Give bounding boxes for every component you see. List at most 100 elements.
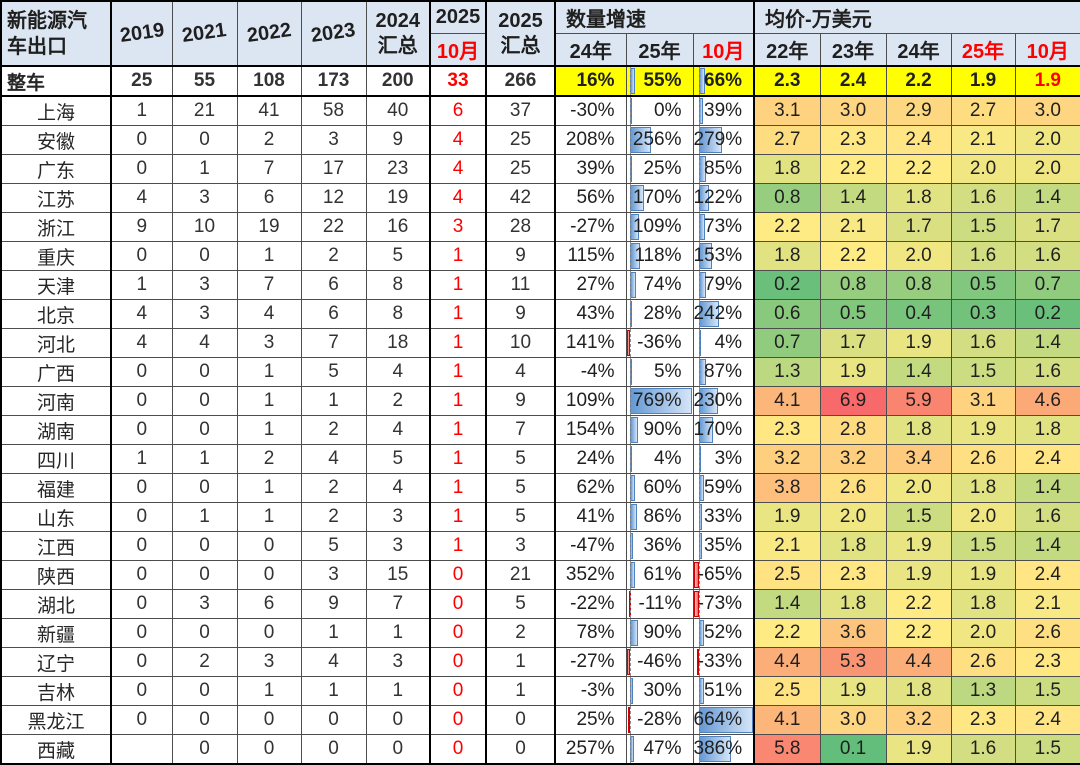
qty-cell: 4 — [300, 647, 367, 677]
qty-cell: 55 — [171, 65, 238, 97]
price-cell: 4.6 — [1014, 386, 1080, 416]
data-bar-negative — [694, 591, 700, 617]
qty-cell: 4 — [300, 444, 367, 474]
qty-cell: 1 — [171, 154, 238, 184]
qty-cell: 40 — [365, 95, 431, 126]
qty-cell: 8 — [365, 299, 431, 329]
data-bar-positive — [630, 417, 638, 443]
qty-cell: 1 — [429, 473, 487, 503]
price-cell: 3.0 — [1014, 95, 1080, 126]
growth-cell: 90% — [625, 415, 694, 445]
qty-cell: 0 — [171, 705, 238, 735]
price-cell: 2.6 — [950, 647, 1016, 677]
data-bar-axis — [699, 706, 701, 734]
price-cell: 1.8 — [819, 531, 887, 561]
growth-cell: 62% — [554, 473, 627, 503]
qty-cell: 0 — [429, 647, 487, 677]
col-header-2025-oct: 10月 — [429, 33, 487, 67]
price-cell: 2.1 — [950, 125, 1016, 155]
qty-cell: 4 — [365, 473, 431, 503]
price-cell: 2.5 — [753, 676, 821, 706]
data-bar-negative — [627, 649, 631, 675]
qty-cell: 5 — [300, 531, 367, 561]
growth-cell: 4% — [692, 328, 755, 358]
qty-cell: 3 — [485, 531, 556, 561]
row-label: 河南 — [0, 386, 112, 416]
price-cell: 1.9 — [885, 531, 952, 561]
price-cell: 1.8 — [950, 473, 1016, 503]
growth-cell: 39% — [692, 95, 755, 126]
col-header-2025-total: 2025 汇总 — [485, 0, 556, 67]
table-row: 广东 0 1 7 17 23 4 25 39% 25% 85% 1.8 2.2 2.2 2.0 2.0 — [0, 154, 1080, 184]
qty-cell: 108 — [236, 65, 302, 97]
qty-cell: 0 — [110, 705, 173, 735]
price-cell: 1.3 — [753, 357, 821, 387]
table-row: 山东 0 1 1 2 3 1 5 41% 86% 33% 1.9 2.0 1.5 2.0 1.6 — [0, 502, 1080, 532]
table-row: 吉林 0 0 1 1 1 0 1 -3% 30% 51% 2.5 1.9 1.8 1.3 1.5 — [0, 676, 1080, 706]
qty-cell: 7 — [365, 589, 431, 619]
price-cell: 1.8 — [819, 589, 887, 619]
qty-cell: 1 — [171, 444, 238, 474]
growth-cell: 56% — [554, 183, 627, 213]
price-cell: 3.0 — [819, 705, 887, 735]
growth-cell: -28% — [625, 705, 694, 735]
price-cell: 1.9 — [819, 676, 887, 706]
growth-cell: 109% — [625, 212, 694, 242]
data-bar-axis — [699, 387, 701, 415]
data-bar-axis — [699, 68, 701, 94]
qty-cell: 1 — [365, 618, 431, 648]
table-row: 辽宁 0 2 3 4 3 0 1 -27% -46% -33% 4.4 5.3 4.4 2.6 2.3 — [0, 647, 1080, 677]
qty-cell: 1 — [429, 270, 487, 300]
growth-cell: 79% — [692, 270, 755, 300]
price-cell: 1.5 — [885, 502, 952, 532]
price-sub-22: 22年 — [753, 33, 821, 67]
price-cell: 1.8 — [753, 241, 821, 271]
qty-cell: 9 — [300, 589, 367, 619]
price-cell: 1.5 — [950, 357, 1016, 387]
data-bar-axis — [699, 126, 701, 154]
growth-cell: 90% — [625, 618, 694, 648]
growth-cell: 0% — [625, 95, 694, 126]
table-row: 黑龙江 0 0 0 0 0 0 0 25% -28% 664% 4.1 3.0 3.2 2.3 2.4 — [0, 705, 1080, 735]
growth-cell: -27% — [554, 212, 627, 242]
qty-cell: 1 — [429, 357, 487, 387]
growth-cell: 257% — [554, 734, 627, 765]
price-cell: 2.4 — [1014, 444, 1080, 474]
data-bar-axis — [699, 155, 701, 183]
price-cell: 1.8 — [950, 589, 1016, 619]
price-cell: 2.3 — [819, 560, 887, 590]
growth-cell: 279% — [692, 125, 755, 155]
price-cell: 1.6 — [1014, 357, 1080, 387]
row-label: 西藏 — [0, 734, 112, 765]
qty-cell: 0 — [110, 357, 173, 387]
qty-cell: 0 — [300, 705, 367, 735]
qty-cell: 2 — [300, 415, 367, 445]
price-cell: 0.8 — [885, 270, 952, 300]
growth-cell: -27% — [554, 647, 627, 677]
price-cell: 0.2 — [1014, 299, 1080, 329]
price-cell: 2.5 — [753, 560, 821, 590]
price-cell: 2.2 — [885, 589, 952, 619]
qty-cell: 28 — [485, 212, 556, 242]
growth-cell: 25% — [625, 154, 694, 184]
data-bar-axis — [630, 619, 632, 647]
growth-sub-25: 25年 — [625, 33, 694, 67]
data-bar-axis — [699, 677, 701, 705]
growth-cell: 122% — [692, 183, 755, 213]
growth-cell: 85% — [692, 154, 755, 184]
price-cell: 0.6 — [753, 299, 821, 329]
price-cell: 2.0 — [1014, 154, 1080, 184]
qty-cell: 3 — [365, 647, 431, 677]
table-row: 西藏 0 0 0 0 0 0 257% 47% 386% 5.8 0.1 1.9 1.6 1.5 — [0, 734, 1080, 765]
qty-cell: 25 — [485, 154, 556, 184]
price-cell: 1.6 — [950, 328, 1016, 358]
qty-cell: 5 — [485, 473, 556, 503]
price-cell: 0.5 — [819, 299, 887, 329]
price-cell: 1.5 — [950, 212, 1016, 242]
qty-cell: 3 — [171, 270, 238, 300]
data-bar-axis — [630, 184, 632, 212]
qty-cell: 5 — [485, 502, 556, 532]
price-cell: 3.8 — [753, 473, 821, 503]
data-bar-positive — [630, 620, 638, 646]
